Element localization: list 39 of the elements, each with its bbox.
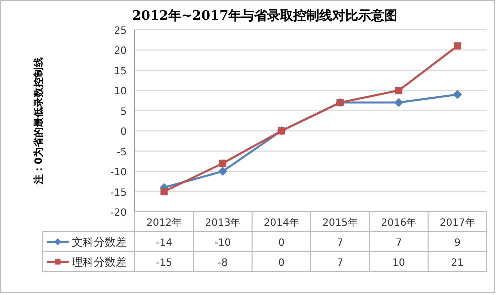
y-tick-label: 25 (114, 26, 127, 37)
data-label: 10 (392, 258, 406, 269)
x-tick-label: 2014年 (264, 217, 300, 229)
point (453, 90, 462, 100)
y-tick-label: 15 (114, 66, 127, 78)
point (395, 87, 403, 94)
x-tick-label: 2015年 (322, 217, 358, 229)
data-label: 0 (278, 238, 285, 249)
chart-title: 2012年~2017年与省录取控制线对比示意图 (132, 8, 398, 24)
point (218, 167, 228, 176)
y-tick-label: -15 (110, 188, 127, 199)
y-tick-label: 10 (114, 86, 127, 98)
y-tick-label: -20 (110, 208, 127, 219)
data-label: 7 (396, 238, 402, 249)
legend-label: 理科分数差 (72, 256, 127, 269)
point (454, 42, 462, 50)
data-label: 9 (454, 238, 461, 249)
text: 注：0为省的最低录数控制线 (33, 58, 45, 186)
x-tick-label: 2017年 (440, 217, 476, 229)
data-label: 7 (337, 238, 344, 249)
y-tick-label: 20 (114, 46, 127, 58)
point (160, 188, 168, 196)
data-label: 0 (278, 258, 285, 269)
x-tick-label: 2016年 (381, 217, 417, 229)
data-label: 21 (451, 258, 464, 269)
x-tick-label: 2013年 (205, 217, 241, 229)
y-tick-label: -10 (110, 168, 127, 179)
x-tick-label: 2012年 (146, 217, 182, 229)
data-label: -14 (156, 238, 173, 249)
y-tick-label: 5 (120, 106, 127, 118)
point (394, 98, 404, 108)
y-tick-label: 0 (120, 127, 127, 138)
data-label: -8 (218, 258, 228, 269)
data-label: -15 (156, 258, 173, 269)
point (219, 160, 227, 168)
legend-label: 文科分数差 (72, 236, 127, 249)
data-label: -10 (214, 238, 232, 249)
data-label: 7 (337, 258, 344, 269)
y-tick-label: -5 (117, 147, 127, 158)
